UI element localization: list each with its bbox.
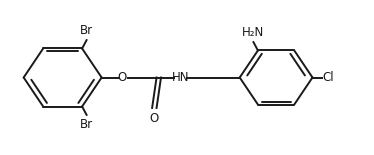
Text: Br: Br [80,24,93,37]
Text: HN: HN [172,71,190,84]
Text: Cl: Cl [322,71,334,84]
Text: O: O [117,71,127,84]
Text: O: O [150,112,159,125]
Text: H₂N: H₂N [242,26,264,39]
Text: Br: Br [80,118,93,131]
